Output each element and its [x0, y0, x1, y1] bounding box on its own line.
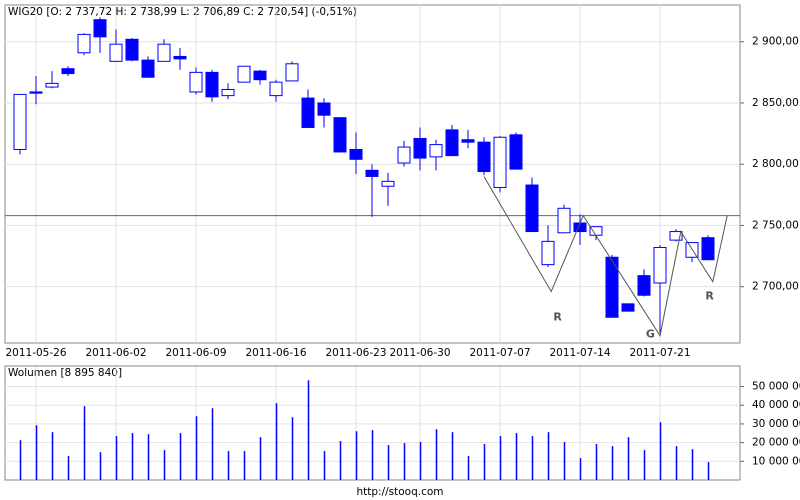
candle-body: [301, 97, 315, 128]
y-tick-label: 10 000 000: [752, 455, 800, 467]
candle-body: [205, 71, 219, 98]
pattern-line: [483, 176, 728, 337]
y-tick-label: 2 850,00: [752, 97, 799, 109]
candle-body: [93, 19, 107, 38]
y-tick-label: 40 000 000: [752, 399, 800, 411]
x-tick-label: 2011-05-26: [5, 347, 66, 359]
y-tick-label: 20 000 000: [752, 437, 800, 449]
candle-body: [141, 59, 155, 78]
volume-title: Wolumen [8 895 840]: [8, 367, 122, 379]
x-tick-label: 2011-06-23: [325, 347, 386, 359]
candle-body: [285, 63, 299, 82]
y-tick-label: 30 000 000: [752, 418, 800, 430]
chart-title: WIG20 [O: 2 737,72 H: 2 738,99 L: 2 706,…: [8, 6, 357, 18]
candle-body: [605, 256, 619, 318]
candle-body: [269, 81, 283, 97]
x-tick-label: 2011-06-16: [245, 347, 306, 359]
candle-body: [541, 240, 555, 266]
annotation: R: [553, 310, 562, 323]
candle-body: [621, 303, 635, 312]
candle-body: [29, 91, 43, 94]
candle-body: [221, 89, 235, 97]
candle-body: [45, 82, 59, 88]
candle-body: [157, 43, 171, 62]
candle-body: [13, 93, 27, 151]
x-tick-label: 2011-07-21: [629, 347, 690, 359]
annotation: R: [705, 289, 714, 302]
x-tick-label: 2011-06-09: [165, 347, 226, 359]
candle-body: [61, 68, 75, 75]
candle-body: [349, 149, 363, 160]
candle-body: [589, 226, 603, 236]
candle-body: [317, 102, 331, 116]
y-tick-label: 2 900,00: [752, 36, 799, 48]
x-tick-label: 2011-06-02: [85, 347, 146, 359]
y-tick-label: 2 750,00: [752, 219, 799, 231]
plot-frame: [4, 4, 741, 344]
candle-body: [125, 38, 139, 61]
x-tick-label: 2011-07-14: [549, 347, 610, 359]
candle-body: [189, 71, 203, 93]
candle-body: [381, 180, 395, 187]
annotation: G: [646, 327, 655, 340]
y-tick-label: 2 800,00: [752, 158, 799, 170]
candle-body: [397, 146, 411, 164]
candle-body: [477, 141, 491, 173]
candle-body: [525, 184, 539, 233]
candle-body: [493, 136, 507, 188]
candle-body: [109, 43, 123, 62]
candle-body: [637, 275, 651, 296]
candle-body: [461, 139, 475, 143]
candle-body: [509, 134, 523, 170]
candle-body: [413, 137, 427, 159]
candle-body: [701, 237, 715, 261]
candle-body: [669, 231, 683, 241]
candle-body: [365, 169, 379, 177]
candle-body: [429, 144, 443, 158]
candle-body: [253, 70, 267, 81]
candle-body: [237, 65, 251, 83]
x-tick-label: 2011-07-07: [469, 347, 530, 359]
candle-body: [77, 33, 91, 54]
y-tick-label: 2 700,00: [752, 281, 799, 293]
footer: http://stooq.com: [356, 486, 443, 498]
candle-body: [445, 129, 459, 157]
candle-body: [653, 246, 667, 284]
candle-body: [173, 55, 187, 60]
x-tick-label: 2011-06-30: [389, 347, 450, 359]
candle-body: [557, 207, 571, 234]
candle-body: [333, 117, 347, 153]
y-tick-label: 50 000 000: [752, 381, 800, 393]
